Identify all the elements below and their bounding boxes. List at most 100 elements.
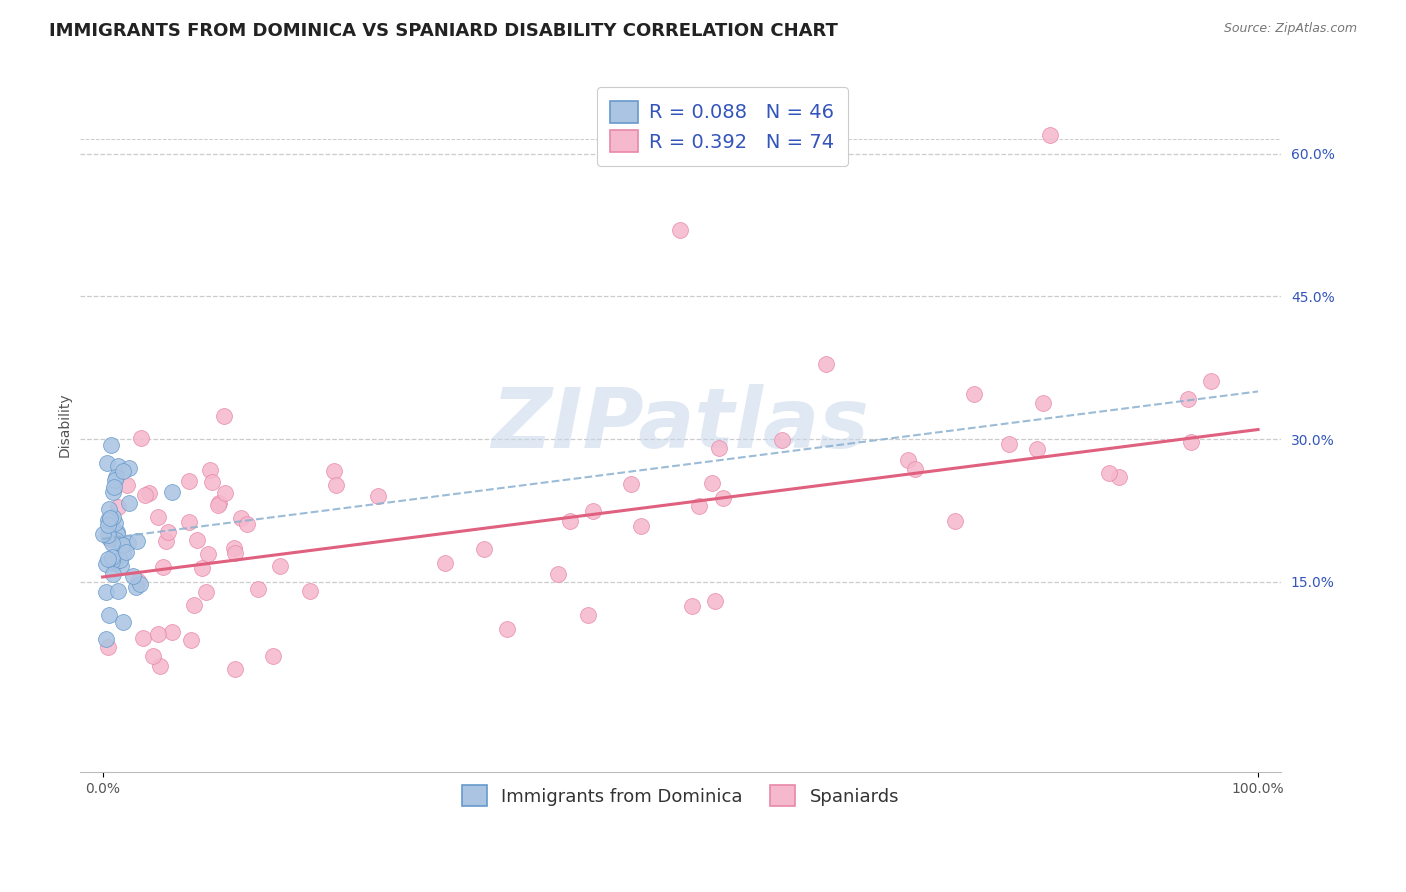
Point	[229, 510, 252, 524]
Point	[100, 550, 122, 565]
Point	[897, 453, 920, 467]
Point	[110, 558, 132, 573]
Point	[100, 438, 122, 452]
Point	[117, 461, 139, 475]
Point	[117, 536, 139, 550]
Point	[160, 485, 183, 500]
Point	[183, 598, 205, 612]
Text: Source: ZipAtlas.com: Source: ZipAtlas.com	[1223, 22, 1357, 36]
Point	[963, 386, 986, 401]
Point	[129, 576, 152, 591]
Point	[138, 486, 160, 500]
Point	[98, 511, 121, 525]
Point	[96, 456, 118, 470]
Point	[576, 608, 599, 623]
Point	[104, 473, 127, 487]
Point	[180, 633, 202, 648]
Point	[681, 599, 703, 613]
Point	[630, 518, 652, 533]
Y-axis label: Disability: Disability	[58, 392, 72, 457]
Point	[299, 584, 322, 599]
Point	[160, 624, 183, 639]
Point	[709, 441, 731, 455]
Point	[97, 640, 120, 654]
Point	[96, 584, 118, 599]
Point	[105, 525, 128, 540]
Point	[127, 574, 149, 589]
Point	[142, 649, 165, 664]
Point	[1177, 392, 1199, 406]
Point	[1039, 128, 1062, 142]
Point	[146, 509, 169, 524]
Point	[104, 469, 127, 483]
Point	[98, 532, 121, 546]
Point	[112, 548, 135, 562]
Point	[98, 531, 121, 545]
Point	[472, 542, 495, 557]
Point	[903, 462, 925, 476]
Point	[186, 533, 208, 547]
Point	[111, 538, 134, 552]
Point	[1201, 374, 1223, 388]
Point	[101, 535, 124, 549]
Point	[1025, 442, 1047, 457]
Point	[107, 584, 129, 599]
Point	[97, 528, 120, 542]
Point	[101, 510, 124, 524]
Point	[103, 516, 125, 530]
Point	[367, 489, 389, 503]
Point	[943, 514, 966, 528]
Point	[131, 631, 153, 645]
Point	[91, 527, 114, 541]
Point	[129, 431, 152, 445]
Point	[191, 561, 214, 575]
Point	[770, 433, 793, 447]
Point	[197, 547, 219, 561]
Point	[108, 553, 131, 567]
Point	[115, 477, 138, 491]
Point	[1180, 434, 1202, 449]
Point	[103, 480, 125, 494]
Point	[669, 222, 692, 236]
Point	[235, 516, 257, 531]
Point	[134, 488, 156, 502]
Point	[97, 552, 120, 566]
Point	[111, 615, 134, 629]
Point	[97, 517, 120, 532]
Point	[1098, 467, 1121, 481]
Point	[269, 559, 291, 574]
Point	[1108, 470, 1130, 484]
Point	[207, 498, 229, 512]
Point	[208, 496, 231, 510]
Point	[107, 459, 129, 474]
Point	[1032, 396, 1054, 410]
Point	[582, 504, 605, 518]
Point	[155, 534, 177, 549]
Point	[214, 486, 236, 500]
Point	[704, 594, 727, 608]
Point	[547, 566, 569, 581]
Point	[325, 478, 347, 492]
Point	[711, 491, 734, 505]
Point	[496, 623, 519, 637]
Point	[97, 512, 120, 526]
Point	[103, 485, 125, 500]
Point	[98, 607, 121, 622]
Point	[125, 533, 148, 548]
Point	[620, 476, 643, 491]
Point	[997, 437, 1019, 451]
Legend: Immigrants from Dominica, Spaniards: Immigrants from Dominica, Spaniards	[453, 776, 908, 815]
Point	[94, 632, 117, 646]
Point	[560, 514, 582, 528]
Point	[122, 569, 145, 583]
Point	[148, 627, 170, 641]
Text: ZIPatlas: ZIPatlas	[492, 384, 869, 466]
Point	[262, 648, 284, 663]
Point	[124, 580, 146, 594]
Point	[700, 475, 723, 490]
Point	[214, 409, 236, 423]
Point	[107, 500, 129, 515]
Text: IMMIGRANTS FROM DOMINICA VS SPANIARD DISABILITY CORRELATION CHART: IMMIGRANTS FROM DOMINICA VS SPANIARD DIS…	[49, 22, 838, 40]
Point	[97, 501, 120, 516]
Point	[149, 658, 172, 673]
